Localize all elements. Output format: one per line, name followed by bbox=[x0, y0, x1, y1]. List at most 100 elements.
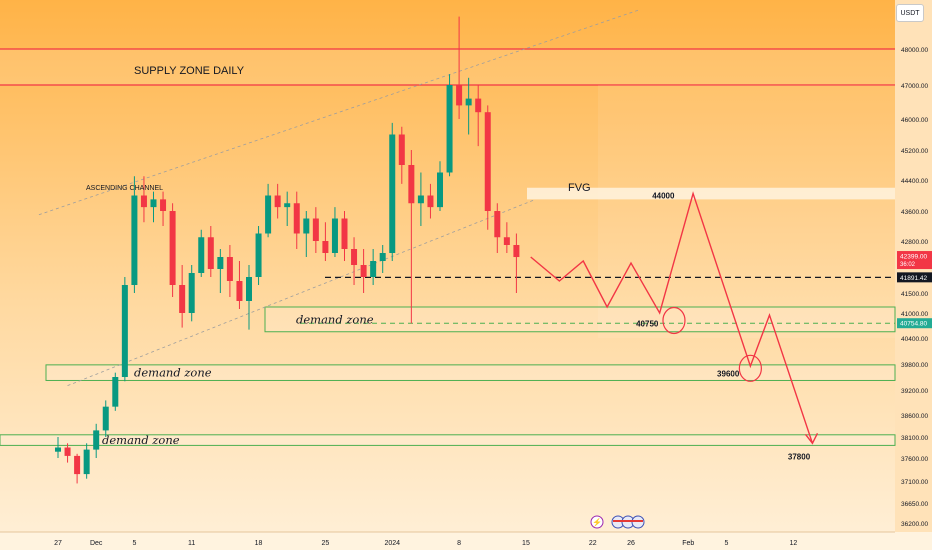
price-badge-label-2: 41891.42 bbox=[900, 275, 927, 282]
candle-body-21 bbox=[255, 233, 262, 277]
candle-body-42 bbox=[456, 85, 463, 106]
time-tick-6: 2024 bbox=[384, 540, 400, 547]
price-tick-5: 43600.00 bbox=[901, 209, 928, 216]
candle-body-30 bbox=[341, 218, 348, 249]
candle-body-40 bbox=[437, 172, 443, 208]
candle-body-22 bbox=[265, 195, 272, 234]
candle-body-14 bbox=[188, 273, 195, 313]
flag-stripe-1 bbox=[613, 520, 623, 522]
candle-body-13 bbox=[179, 285, 186, 313]
time-tick-8: 15 bbox=[522, 540, 530, 547]
candle-body-1 bbox=[64, 447, 71, 456]
lightning-event-icon[interactable] bbox=[590, 515, 604, 529]
channel-line-1 bbox=[38, 9, 641, 216]
price-badge-1 bbox=[897, 251, 932, 270]
candle-body-16 bbox=[207, 237, 214, 269]
candle-body-26 bbox=[303, 218, 310, 234]
demand-zone-2 bbox=[45, 364, 896, 381]
candle-body-36 bbox=[398, 134, 405, 165]
candle-body-17 bbox=[217, 257, 224, 269]
candle-body-23 bbox=[274, 195, 281, 208]
projection-path bbox=[530, 191, 814, 444]
target-circle-1 bbox=[662, 306, 686, 335]
candle-body-6 bbox=[112, 377, 119, 407]
currency-button[interactable]: USDT bbox=[896, 4, 924, 22]
candle-body-29 bbox=[331, 218, 338, 253]
flag-stripe-3 bbox=[633, 520, 643, 522]
time-tick-13: 12 bbox=[789, 540, 797, 547]
channel-layer bbox=[38, 9, 895, 387]
price-tick-4: 44400.00 bbox=[901, 178, 928, 185]
candle-body-41 bbox=[446, 85, 453, 173]
price-tick-12: 38600.00 bbox=[901, 413, 928, 420]
time-axis-panel bbox=[0, 532, 932, 550]
candle-body-15 bbox=[198, 237, 205, 273]
time-tick-5: 25 bbox=[322, 540, 330, 547]
candle-body-43 bbox=[465, 98, 472, 106]
price-tick-15: 37100.00 bbox=[901, 479, 928, 486]
demand-zone-label-2: demand zone bbox=[134, 366, 212, 380]
target-label-2: 40750 bbox=[636, 319, 659, 328]
price-tick-14: 37600.00 bbox=[901, 456, 928, 463]
time-tick-11: Feb bbox=[682, 540, 694, 547]
event-markers[interactable]: ⚡ bbox=[590, 515, 645, 529]
time-tick-2: 5 bbox=[132, 540, 136, 547]
price-tick-2: 46000.00 bbox=[901, 117, 928, 124]
price-tick-8: 41000.00 bbox=[901, 311, 928, 318]
candle-body-47 bbox=[503, 237, 510, 245]
time-tick-10: 26 bbox=[627, 540, 635, 547]
candle-body-38 bbox=[417, 195, 424, 204]
candle-body-4 bbox=[93, 430, 100, 450]
fvg-label: FVG bbox=[568, 182, 591, 194]
price-tick-13: 38100.00 bbox=[901, 435, 928, 442]
candle-body-12 bbox=[169, 211, 176, 285]
price-tick-10: 39800.00 bbox=[901, 362, 928, 369]
supply-zone-label: SUPPLY ZONE DAILY bbox=[134, 65, 245, 77]
price-axis: 48000.00 47000.00 46000.00 45200.00 44400.00… bbox=[897, 47, 932, 528]
channel-label: ASCENDING CHANNEL bbox=[86, 185, 163, 192]
zones-layer bbox=[0, 48, 896, 446]
candle-body-9 bbox=[140, 195, 147, 208]
candle-body-2 bbox=[74, 455, 81, 475]
price-badge-sub-1: 36:02 bbox=[900, 262, 916, 268]
fvg-zone bbox=[527, 187, 895, 200]
lightning-glyph: ⚡ bbox=[592, 517, 602, 527]
price-tick-0: 48000.00 bbox=[901, 47, 928, 54]
projection-layer bbox=[530, 191, 819, 445]
candle-body-32 bbox=[360, 265, 367, 277]
price-tick-1: 47000.00 bbox=[901, 83, 928, 90]
candle-body-39 bbox=[427, 195, 434, 208]
target-circle-2 bbox=[738, 354, 762, 382]
candle-body-19 bbox=[236, 281, 243, 301]
price-tick-11: 39200.00 bbox=[901, 388, 928, 395]
price-badge-2 bbox=[897, 272, 932, 283]
target-label-3: 39600 bbox=[717, 370, 740, 379]
candle-body-31 bbox=[351, 249, 358, 265]
labels-layer: SUPPLY ZONE DAILY FVG demand zone demand zo… bbox=[86, 65, 811, 462]
price-tick-6: 42800.00 bbox=[901, 239, 928, 246]
candle-body-35 bbox=[389, 134, 396, 253]
candle-body-5 bbox=[102, 406, 109, 431]
flag-stripe-2 bbox=[623, 520, 633, 522]
price-badge-label-3: 40754.80 bbox=[900, 321, 927, 328]
candle-body-0 bbox=[55, 447, 61, 452]
time-tick-7: 8 bbox=[457, 540, 461, 547]
candle-body-20 bbox=[246, 277, 252, 301]
candles-layer bbox=[55, 16, 520, 484]
price-tick-17: 36200.00 bbox=[901, 521, 928, 528]
time-tick-0: 27 bbox=[54, 540, 62, 547]
price-tick-7: 41500.00 bbox=[901, 291, 928, 298]
time-tick-12: 5 bbox=[725, 540, 729, 547]
candle-body-3 bbox=[83, 449, 90, 475]
price-tick-16: 36650.00 bbox=[901, 501, 928, 508]
supply-zone bbox=[0, 49, 895, 85]
candle-body-28 bbox=[322, 241, 329, 253]
time-tick-9: 22 bbox=[589, 540, 597, 547]
price-badge-3 bbox=[897, 318, 932, 329]
candle-body-8 bbox=[131, 195, 138, 285]
time-tick-3: 11 bbox=[188, 540, 195, 547]
candle-body-45 bbox=[484, 112, 491, 211]
